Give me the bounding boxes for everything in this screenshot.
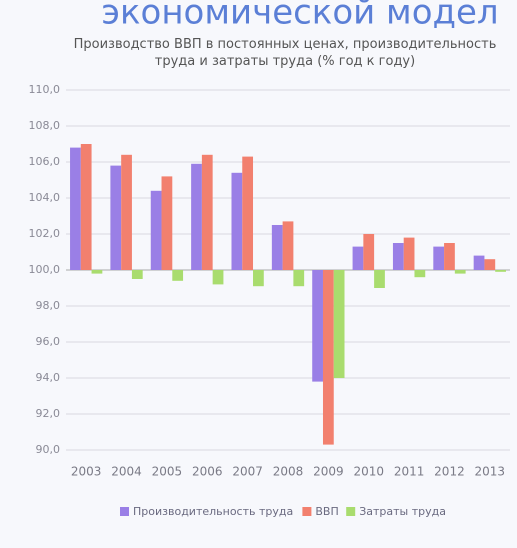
bar (484, 259, 495, 270)
slide: экономической модел Производство ВВП в п… (0, 0, 517, 548)
bar (293, 270, 304, 286)
bar (444, 243, 455, 270)
bar (312, 270, 323, 382)
x-tick-label: 2013 (475, 465, 506, 479)
bar (353, 247, 364, 270)
bar (121, 155, 132, 270)
bar (70, 148, 81, 270)
x-tick-label: 2012 (434, 465, 465, 479)
bar (151, 191, 162, 270)
y-tick-label: 94,0 (36, 371, 61, 384)
x-tick-label: 2008 (273, 465, 304, 479)
bar (495, 270, 506, 272)
slide-title: экономической модел (101, 0, 498, 33)
bar (191, 164, 202, 270)
x-tick-label: 2006 (192, 465, 223, 479)
x-tick-label: 2004 (111, 465, 142, 479)
x-tick-label: 2011 (394, 465, 425, 479)
bar (272, 225, 283, 270)
y-tick-label: 108,0 (29, 119, 61, 132)
bar (363, 234, 374, 270)
x-tick-label: 2003 (71, 465, 102, 479)
bar (172, 270, 183, 281)
bar (110, 166, 121, 270)
bar (283, 221, 294, 270)
y-tick-label: 106,0 (29, 155, 61, 168)
bar (433, 247, 444, 270)
y-tick-label: 104,0 (29, 191, 61, 204)
legend-label: ВВП (315, 505, 338, 518)
x-tick-label: 2005 (152, 465, 183, 479)
bar (323, 270, 334, 445)
bar (474, 256, 485, 270)
bar (404, 238, 415, 270)
y-tick-label: 100,0 (29, 263, 61, 276)
bar (253, 270, 264, 286)
bar (132, 270, 143, 279)
bar (334, 270, 345, 378)
y-tick-label: 96,0 (36, 335, 61, 348)
legend-swatch (302, 507, 311, 516)
legend-swatch (120, 507, 129, 516)
y-tick-label: 90,0 (36, 443, 61, 456)
bar (393, 243, 404, 270)
chart-title: Производство ВВП в постоянных ценах, про… (60, 36, 510, 70)
bar (92, 270, 103, 274)
bar (242, 157, 253, 270)
bar (414, 270, 425, 277)
y-tick-label: 92,0 (36, 407, 61, 420)
bar (202, 155, 213, 270)
y-tick-label: 98,0 (36, 299, 61, 312)
y-tick-label: 110,0 (29, 83, 61, 96)
legend-label: Затраты труда (359, 505, 446, 518)
bar (374, 270, 385, 288)
x-tick-label: 2007 (232, 465, 263, 479)
x-tick-label: 2010 (353, 465, 384, 479)
bar (162, 176, 173, 270)
legend-swatch (346, 507, 355, 516)
y-tick-label: 102,0 (29, 227, 61, 240)
bar (81, 144, 92, 270)
bar (455, 270, 466, 274)
x-tick-label: 2009 (313, 465, 344, 479)
legend-label: Производительность труда (133, 505, 293, 518)
bar (231, 173, 242, 270)
bar (213, 270, 224, 284)
chart-title-box: Производство ВВП в постоянных ценах, про… (60, 36, 510, 80)
